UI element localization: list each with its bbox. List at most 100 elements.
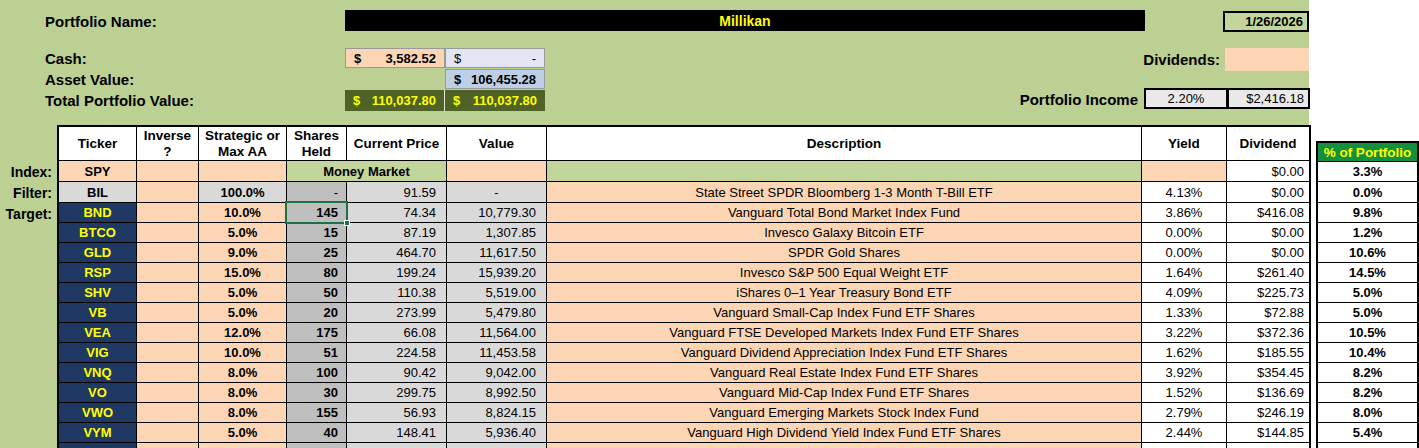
column-header-yield[interactable]: Yield — [1142, 127, 1226, 160]
cash-secondary-cell[interactable]: $ - — [445, 48, 545, 68]
current-price-cell[interactable]: 199.24 — [347, 263, 446, 282]
ticker-cell[interactable]: BND — [59, 203, 136, 222]
current-price-cell[interactable]: 273.99 — [347, 303, 446, 322]
inverse-cell[interactable] — [137, 182, 198, 202]
allocation-cell[interactable]: 100.0% — [199, 182, 286, 202]
description-cell[interactable]: Vanguard Dividend Appreciation Index Fun… — [547, 343, 1141, 362]
value-cell[interactable]: 8,992.50 — [447, 383, 546, 402]
pct-cell[interactable]: 1.2% — [1318, 223, 1417, 242]
ticker-cell[interactable]: VEA — [59, 323, 136, 342]
allocation-cell[interactable]: 5.0% — [199, 303, 286, 322]
inverse-cell[interactable] — [137, 363, 198, 382]
ticker-cell[interactable]: SPY — [59, 161, 136, 181]
pct-cell[interactable]: 10.5% — [1318, 323, 1417, 342]
yield-cell[interactable]: 1.64% — [1142, 263, 1226, 282]
yield-cell[interactable]: 2.79% — [1142, 403, 1226, 422]
dividend-cell[interactable]: $0.00 — [1227, 182, 1309, 202]
dividend-cell[interactable]: $354.45 — [1227, 363, 1309, 382]
pct-cell-partial[interactable] — [1318, 443, 1417, 448]
dividend-cell[interactable]: $261.40 — [1227, 263, 1309, 282]
column-header-ticker[interactable]: Ticker — [59, 127, 136, 160]
shares-held-cell[interactable]: 145 — [287, 203, 346, 222]
dividend-cell[interactable]: $72.88 — [1227, 303, 1309, 322]
pct-cell-filter[interactable]: 0.0% — [1318, 182, 1417, 202]
ticker-cell[interactable]: SHV — [59, 283, 136, 302]
current-price-cell[interactable]: 148.41 — [347, 423, 446, 442]
pct-cell[interactable]: 9.8% — [1318, 203, 1417, 222]
shares-held-cell[interactable]: 30 — [287, 383, 346, 402]
column-header-price[interactable]: Current Price — [347, 127, 446, 160]
description-cell[interactable]: Vanguard Mid-Cap Index Fund ETF Shares — [547, 383, 1141, 402]
column-header-description[interactable]: Description — [547, 127, 1141, 160]
portfolio-name-cell[interactable]: Millikan — [345, 10, 1145, 31]
dividend-cell[interactable]: $416.08 — [1227, 203, 1309, 222]
ticker-cell[interactable]: VWO — [59, 403, 136, 422]
cash-cell[interactable]: $ 3,582.52 — [345, 48, 445, 68]
description-cell[interactable] — [547, 443, 1141, 448]
current-price-cell[interactable]: 90.42 — [347, 363, 446, 382]
ticker-cell[interactable]: VIG — [59, 343, 136, 362]
dividend-cell[interactable]: $372.36 — [1227, 323, 1309, 342]
dividend-cell[interactable]: $0.00 — [1227, 243, 1309, 262]
shares-held-cell[interactable]: 155 — [287, 403, 346, 422]
description-cell[interactable]: Invesco Galaxy Bitcoin ETF — [547, 223, 1141, 242]
dividend-cell[interactable]: $136.69 — [1227, 383, 1309, 402]
pct-cell[interactable]: 14.5% — [1318, 263, 1417, 282]
yield-cell[interactable]: 4.13% — [1142, 182, 1226, 202]
current-price-cell[interactable]: 110.38 — [347, 283, 446, 302]
yield-cell[interactable]: 3.92% — [1142, 363, 1226, 382]
inverse-cell[interactable] — [137, 161, 198, 181]
column-header-inverse[interactable]: Inverse ? — [137, 127, 198, 160]
inverse-cell[interactable] — [137, 443, 198, 448]
asset-value-cell[interactable]: $ 106,455.28 — [445, 69, 545, 89]
date-cell[interactable]: 1/26/2026 — [1223, 11, 1309, 32]
description-cell[interactable]: Vanguard Emerging Markets Stock Index Fu… — [547, 403, 1141, 422]
value-cell[interactable]: 10,779.30 — [447, 203, 546, 222]
current-price-cell[interactable]: 87.19 — [347, 223, 446, 242]
ticker-cell[interactable]: GLD — [59, 243, 136, 262]
pct-cell[interactable]: 5.0% — [1318, 303, 1417, 322]
yield-cell[interactable]: 0.00% — [1142, 223, 1226, 242]
ticker-cell[interactable]: BIL — [59, 182, 136, 202]
description-cell[interactable]: Vanguard FTSE Developed Markets Index Fu… — [547, 323, 1141, 342]
allocation-cell[interactable]: 5.0% — [199, 423, 286, 442]
yield-cell[interactable]: 0.00% — [1142, 243, 1226, 262]
allocation-cell[interactable]: 10.0% — [199, 343, 286, 362]
description-cell[interactable] — [547, 161, 1141, 181]
inverse-cell[interactable] — [137, 423, 198, 442]
inverse-cell[interactable] — [137, 383, 198, 402]
current-price-cell[interactable]: 91.59 — [347, 182, 446, 202]
description-cell[interactable]: iShares 0–1 Year Treasury Bond ETF — [547, 283, 1141, 302]
allocation-cell[interactable]: 5.0% — [199, 223, 286, 242]
inverse-cell[interactable] — [137, 223, 198, 242]
allocation-cell[interactable]: 10.0% — [199, 203, 286, 222]
dividend-cell[interactable] — [1227, 443, 1309, 448]
value-cell[interactable]: 5,519.00 — [447, 283, 546, 302]
pct-cell[interactable]: 5.0% — [1318, 283, 1417, 302]
ticker-cell[interactable] — [59, 443, 136, 448]
yield-cell[interactable] — [1142, 443, 1226, 448]
ticker-cell[interactable]: VYM — [59, 423, 136, 442]
inverse-cell[interactable] — [137, 343, 198, 362]
description-cell[interactable]: SPDR Gold Shares — [547, 243, 1141, 262]
shares-held-cell[interactable]: 51 — [287, 343, 346, 362]
value-cell[interactable]: 15,939.20 — [447, 263, 546, 282]
pct-cell[interactable]: 8.2% — [1318, 383, 1417, 402]
allocation-cell[interactable] — [199, 443, 286, 448]
yield-cell[interactable]: 3.86% — [1142, 203, 1226, 222]
description-cell[interactable]: Vanguard Real Estate Index Fund ETF Shar… — [547, 363, 1141, 382]
ticker-cell[interactable]: VNQ — [59, 363, 136, 382]
dividend-cell[interactable]: $246.19 — [1227, 403, 1309, 422]
yield-cell[interactable]: 1.33% — [1142, 303, 1226, 322]
pct-of-portfolio-header[interactable]: % of Portfolio — [1318, 143, 1417, 161]
pct-cell-index[interactable]: 3.3% — [1318, 162, 1417, 181]
allocation-cell[interactable]: 12.0% — [199, 323, 286, 342]
current-price-cell[interactable] — [347, 443, 446, 448]
column-header-strategic[interactable]: Strategic or Max AA — [199, 127, 286, 160]
value-cell[interactable]: - — [447, 182, 546, 202]
ticker-cell[interactable]: RSP — [59, 263, 136, 282]
inverse-cell[interactable] — [137, 203, 198, 222]
pct-cell[interactable]: 8.0% — [1318, 403, 1417, 422]
pct-cell[interactable]: 8.2% — [1318, 363, 1417, 382]
column-header-shares[interactable]: Shares Held — [287, 127, 346, 160]
